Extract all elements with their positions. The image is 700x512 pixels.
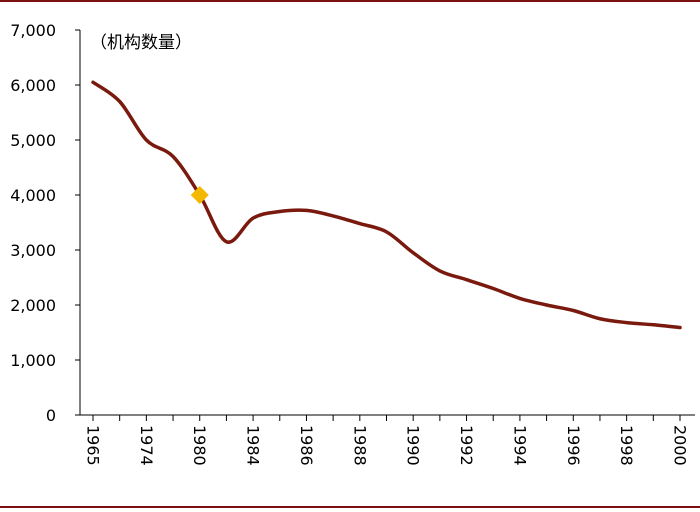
- bottom-border: [0, 506, 700, 508]
- x-tick-label: 1988: [350, 425, 369, 466]
- y-tick-label: 7,000: [10, 21, 56, 40]
- x-axis: 1965 1974 1980 1984 1986 1988 1990 1992 1994 1996…: [80, 414, 695, 466]
- series-layer: [91, 80, 682, 330]
- y-axis: 0 1,000 2,000 3,000 4,000 5,000 6,000 7,000: [10, 21, 81, 425]
- y-tick-label: 0: [46, 406, 56, 425]
- highlight-marker: [190, 186, 209, 204]
- x-tick-label: 1990: [404, 425, 423, 466]
- x-tick-label: 1974: [137, 425, 156, 466]
- x-tick-label: 1984: [244, 425, 263, 466]
- x-tick-label: 2000: [671, 425, 690, 466]
- y-tick-label: 2,000: [10, 296, 56, 315]
- y-tick-label: 3,000: [10, 241, 56, 260]
- x-tick-label: 1992: [457, 425, 476, 466]
- x-tick-label: 1965: [84, 425, 103, 466]
- x-tick-label: 1986: [297, 425, 316, 466]
- y-tick-label: 6,000: [10, 76, 56, 95]
- y-tick-label: 5,000: [10, 131, 56, 150]
- x-tick-label: 1998: [617, 425, 636, 466]
- x-tick-label: 1996: [564, 425, 583, 466]
- x-tick-label: 1980: [190, 425, 209, 466]
- x-tick-label: 1994: [510, 425, 529, 466]
- series-line: [91, 80, 682, 330]
- top-border: [0, 0, 700, 2]
- y-tick-label: 1,000: [10, 351, 56, 370]
- unit-label: （机构数量）: [90, 33, 192, 53]
- y-tick-label: 4,000: [10, 186, 56, 205]
